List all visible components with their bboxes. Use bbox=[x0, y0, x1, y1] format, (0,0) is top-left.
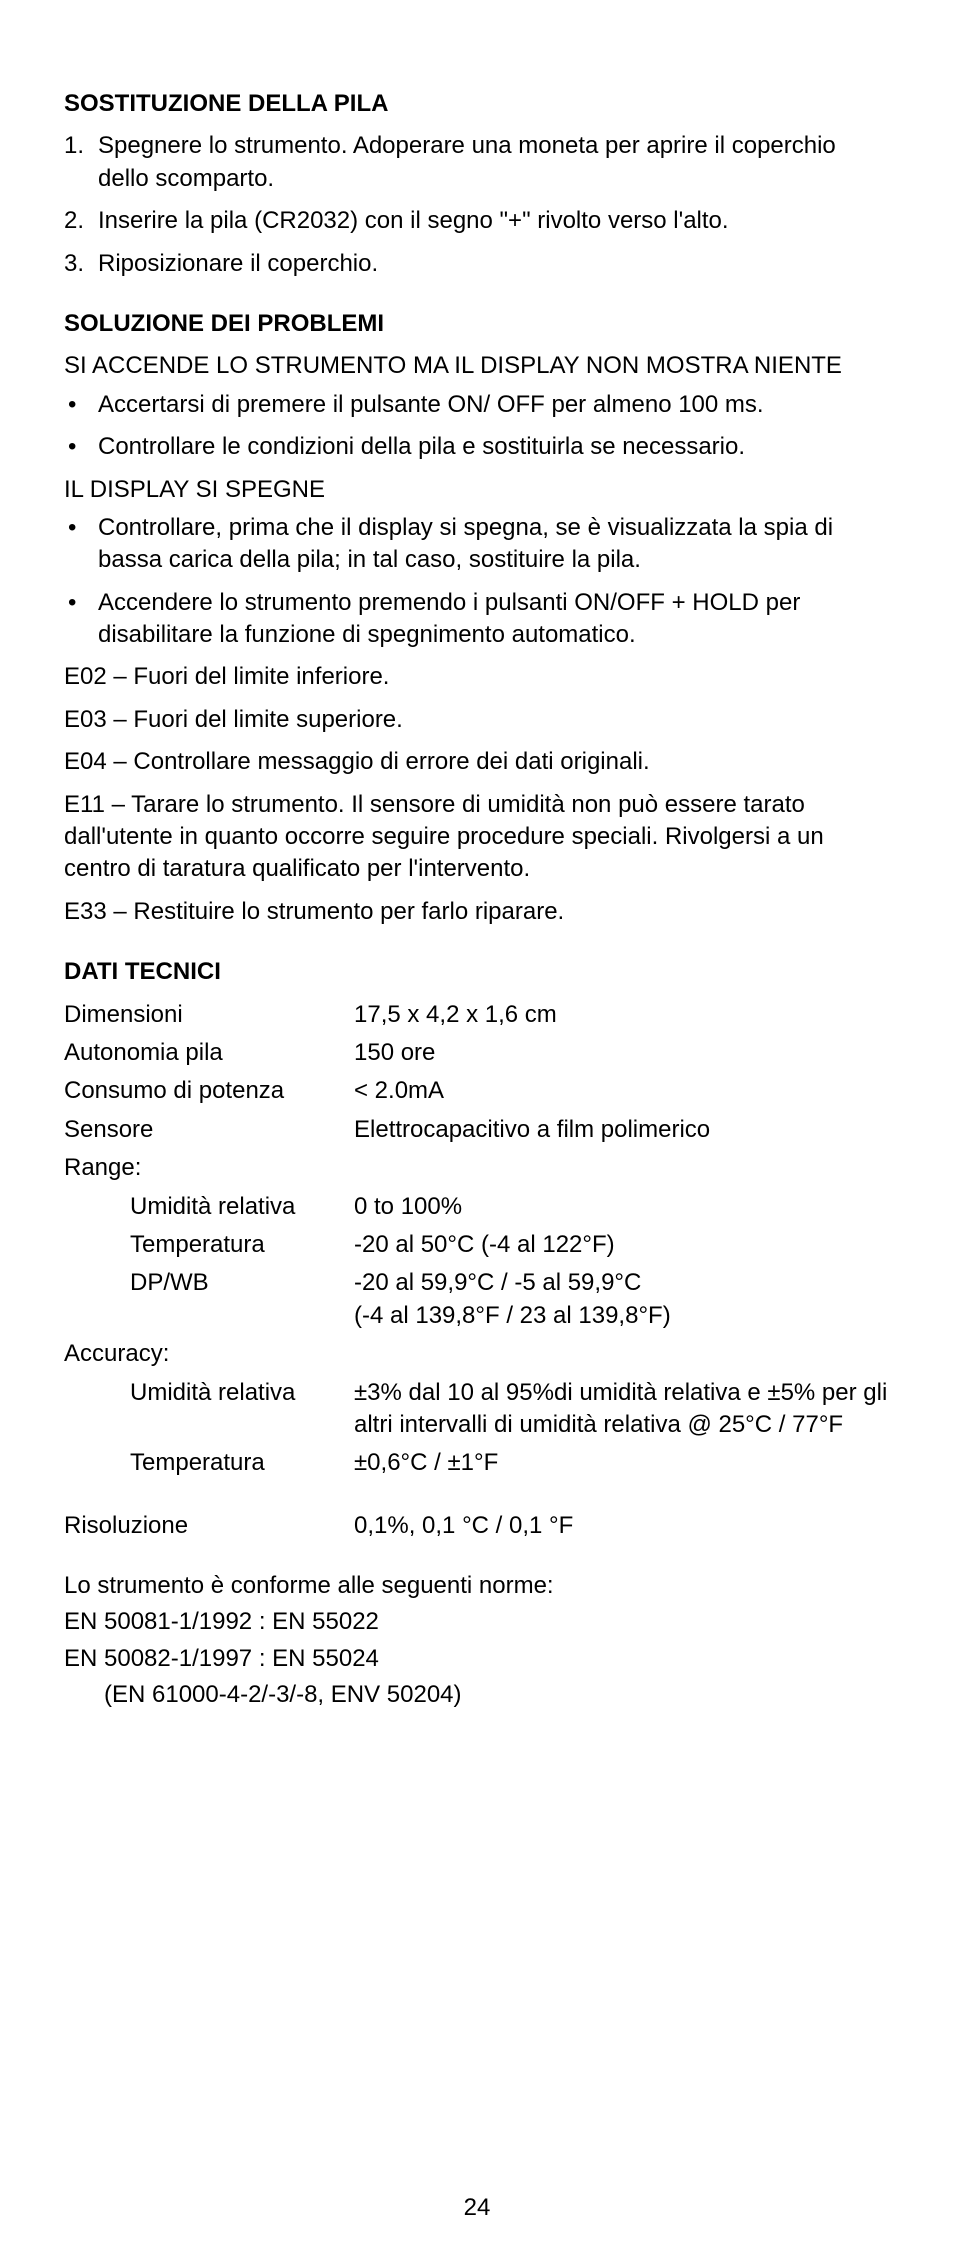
heading-troubleshooting: SOLUZIONE DEI PROBLEMI bbox=[64, 308, 890, 340]
spec-row: Umidità relativa ±3% dal 10 al 95%di umi… bbox=[64, 1377, 890, 1442]
spec-value: 150 ore bbox=[322, 1037, 890, 1069]
spec-label: Consumo di potenza bbox=[64, 1075, 322, 1107]
spec-row: Umidità relativa 0 to 100% bbox=[64, 1191, 890, 1223]
subhead-display-blank: SI ACCENDE LO STRUMENTO MA IL DISPLAY NO… bbox=[64, 350, 890, 382]
spec-label: DP/WB bbox=[64, 1267, 322, 1332]
list-number: 1. bbox=[64, 130, 98, 195]
bullet-list: • Controllare, prima che il display si s… bbox=[64, 512, 890, 652]
list-item: 1. Spegnere lo strumento. Adoperare una … bbox=[64, 130, 890, 195]
bullet-icon: • bbox=[64, 431, 98, 463]
spec-label: Sensore bbox=[64, 1114, 322, 1146]
spec-value: 17,5 x 4,2 x 1,6 cm bbox=[322, 999, 890, 1031]
spec-row: Sensore Elettrocapacitivo a film polimer… bbox=[64, 1114, 890, 1146]
heading-specs: DATI TECNICI bbox=[64, 956, 890, 988]
list-item: 2. Inserire la pila (CR2032) con il segn… bbox=[64, 205, 890, 237]
compliance-block: Lo strumento è conforme alle seguenti no… bbox=[64, 1570, 890, 1712]
battery-steps-list: 1. Spegnere lo strumento. Adoperare una … bbox=[64, 130, 890, 280]
spec-value: 0 to 100% bbox=[322, 1191, 890, 1223]
list-text: Inserire la pila (CR2032) con il segno "… bbox=[98, 205, 890, 237]
spec-label: Temperatura bbox=[64, 1229, 322, 1261]
spec-row: Consumo di potenza < 2.0mA bbox=[64, 1075, 890, 1107]
list-text: Controllare, prima che il display si spe… bbox=[98, 512, 890, 577]
error-code: E03 – Fuori del limite superiore. bbox=[64, 704, 890, 736]
spec-value: -20 al 50°C (-4 al 122°F) bbox=[322, 1229, 890, 1261]
spec-row: DP/WB -20 al 59,9°C / -5 al 59,9°C (-4 a… bbox=[64, 1267, 890, 1332]
spec-label: Temperatura bbox=[64, 1447, 322, 1479]
spec-row: Risoluzione 0,1%, 0,1 °C / 0,1 °F bbox=[64, 1510, 890, 1542]
list-item: • Accertarsi di premere il pulsante ON/ … bbox=[64, 389, 890, 421]
bullet-icon: • bbox=[64, 512, 98, 577]
spec-group-range: Range: bbox=[64, 1152, 890, 1184]
spec-value: Elettrocapacitivo a film polimerico bbox=[322, 1114, 890, 1146]
spec-value: ±3% dal 10 al 95%di umidità relativa e ±… bbox=[322, 1377, 890, 1442]
spec-label: Umidità relativa bbox=[64, 1377, 322, 1442]
list-text: Accertarsi di premere il pulsante ON/ OF… bbox=[98, 389, 890, 421]
spec-row: Dimensioni 17,5 x 4,2 x 1,6 cm bbox=[64, 999, 890, 1031]
spec-row: Temperatura ±0,6°C / ±1°F bbox=[64, 1447, 890, 1479]
list-item: • Accendere lo strumento premendo i puls… bbox=[64, 587, 890, 652]
compliance-subline: (EN 61000-4-2/-3/-8, ENV 50204) bbox=[64, 1679, 890, 1711]
compliance-line: EN 50081-1/1992 : EN 55022 bbox=[64, 1606, 890, 1638]
list-number: 2. bbox=[64, 205, 98, 237]
error-code: E33 – Restituire lo strumento per farlo … bbox=[64, 896, 890, 928]
list-item: • Controllare le condizioni della pila e… bbox=[64, 431, 890, 463]
page-number: 24 bbox=[64, 2192, 890, 2224]
error-code: E04 – Controllare messaggio di errore de… bbox=[64, 746, 890, 778]
list-text: Spegnere lo strumento. Adoperare una mon… bbox=[98, 130, 890, 195]
spec-value: < 2.0mA bbox=[322, 1075, 890, 1107]
spec-row: Autonomia pila 150 ore bbox=[64, 1037, 890, 1069]
subhead-display-off: IL DISPLAY SI SPEGNE bbox=[64, 474, 890, 506]
error-code: E11 – Tarare lo strumento. Il sensore di… bbox=[64, 789, 890, 886]
spec-label: Umidità relativa bbox=[64, 1191, 322, 1223]
list-text: Controllare le condizioni della pila e s… bbox=[98, 431, 890, 463]
compliance-intro: Lo strumento è conforme alle seguenti no… bbox=[64, 1570, 890, 1602]
spec-value: ±0,6°C / ±1°F bbox=[322, 1447, 890, 1479]
list-text: Accendere lo strumento premendo i pulsan… bbox=[98, 587, 890, 652]
list-item: • Controllare, prima che il display si s… bbox=[64, 512, 890, 577]
spec-label: Dimensioni bbox=[64, 999, 322, 1031]
spec-label: Risoluzione bbox=[64, 1510, 322, 1542]
spec-group-accuracy: Accuracy: bbox=[64, 1338, 890, 1370]
error-code: E02 – Fuori del limite inferiore. bbox=[64, 661, 890, 693]
bullet-icon: • bbox=[64, 587, 98, 652]
list-number: 3. bbox=[64, 248, 98, 280]
compliance-line: EN 50082-1/1997 : EN 55024 bbox=[64, 1643, 890, 1675]
bullet-icon: • bbox=[64, 389, 98, 421]
spec-value: 0,1%, 0,1 °C / 0,1 °F bbox=[322, 1510, 890, 1542]
list-text: Riposizionare il coperchio. bbox=[98, 248, 890, 280]
bullet-list: • Accertarsi di premere il pulsante ON/ … bbox=[64, 389, 890, 464]
spec-value: -20 al 59,9°C / -5 al 59,9°C (-4 al 139,… bbox=[322, 1267, 890, 1332]
spec-label: Autonomia pila bbox=[64, 1037, 322, 1069]
list-item: 3. Riposizionare il coperchio. bbox=[64, 248, 890, 280]
heading-battery: SOSTITUZIONE DELLA PILA bbox=[64, 88, 890, 120]
spec-row: Temperatura -20 al 50°C (-4 al 122°F) bbox=[64, 1229, 890, 1261]
